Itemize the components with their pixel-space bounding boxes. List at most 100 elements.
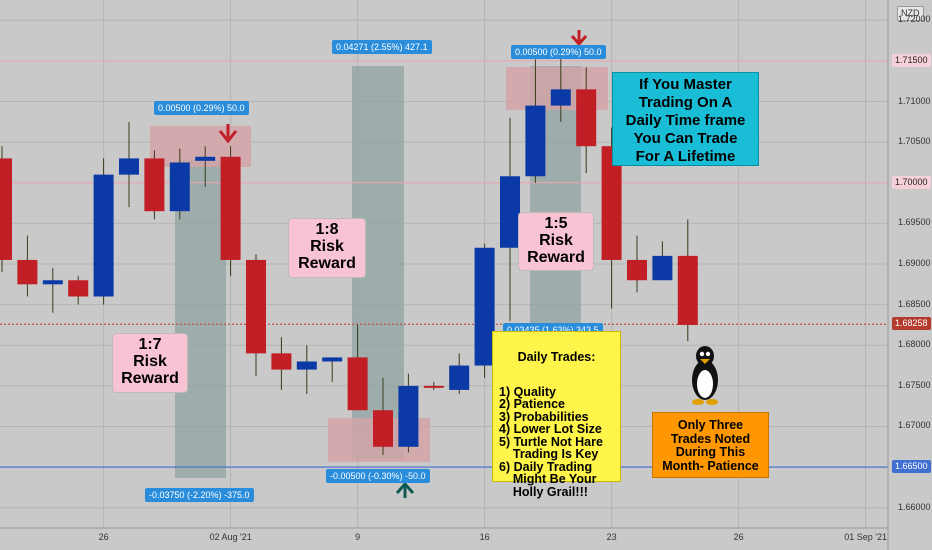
patience-note: Only Three Trades Noted During This Mont…: [652, 412, 769, 478]
candle-body: [93, 174, 114, 297]
y-tick-label: 1.71500: [892, 53, 931, 67]
penguin-icon: [692, 346, 718, 405]
candle: [474, 243, 495, 378]
daily-trades-item: 4) Lower Lot Size: [499, 422, 602, 436]
y-tick-label: 1.71000: [898, 95, 931, 106]
candle: [652, 241, 673, 281]
measure-label: 0.00500 (0.29%) 50.0: [511, 45, 606, 59]
candle-body: [322, 357, 343, 362]
candle: [220, 146, 241, 277]
daily-trades-title: Daily Trades:: [517, 349, 596, 364]
candle: [347, 324, 368, 411]
daily-trades-note: Daily Trades: 1) Quality 2) Patience 3) Pr…: [492, 331, 621, 498]
candle: [550, 56, 571, 122]
y-tick-label: 1.67500: [898, 379, 931, 390]
grid-layer: [0, 0, 888, 528]
candle-body: [449, 365, 470, 390]
measure-label: 0.04271 (2.55%) 427.1: [332, 40, 432, 54]
candle: [0, 146, 12, 273]
candle: [246, 254, 266, 377]
candle: [144, 150, 165, 220]
candle-body: [525, 105, 546, 177]
candle: [322, 357, 343, 382]
candle-body: [246, 259, 266, 354]
candle: [398, 373, 419, 453]
candle-body: [677, 255, 698, 325]
candle-body: [500, 176, 520, 248]
candle: [169, 148, 190, 220]
down-arrow-icon: [218, 124, 238, 144]
arrows: [218, 30, 588, 498]
candle: [195, 146, 216, 187]
candle-body: [195, 156, 216, 161]
y-tick-label: 1.66500: [892, 460, 931, 474]
up-arrow-icon: [395, 481, 415, 498]
candle: [500, 117, 520, 321]
candle-body: [627, 259, 647, 281]
candle: [296, 345, 317, 394]
candle-body: [652, 255, 673, 281]
y-tick-label: 1.66000: [898, 501, 931, 512]
candle: [68, 276, 89, 305]
x-tick-label: 26: [733, 532, 744, 542]
y-tick-label: 1.69500: [898, 217, 931, 228]
current-price-tag: 1.68258: [892, 317, 931, 331]
candle: [627, 235, 647, 293]
y-tick-label: 1.70500: [898, 136, 931, 147]
down-arrow-icon: [570, 30, 588, 47]
candle: [525, 59, 546, 183]
risk-reward-note-1-7: 1:7 Risk Reward: [112, 333, 188, 393]
daily-trades-item: 5) Turtle Not Hare Trading Is Key: [499, 434, 603, 461]
candle-body: [220, 156, 241, 260]
candle: [601, 127, 622, 309]
candle-body: [144, 158, 165, 212]
candle-body: [271, 353, 292, 370]
candle: [93, 158, 114, 305]
x-tick-label: 02 Aug '21: [209, 532, 252, 542]
long-zone-1: [175, 160, 226, 478]
y-tick-label: 1.70000: [892, 175, 931, 189]
candle: [373, 377, 393, 455]
x-tick-label: 23: [606, 532, 617, 542]
candle: [576, 67, 597, 174]
candle: [17, 235, 38, 297]
x-tick-label: 01 Sep '21: [844, 532, 887, 542]
currency-badge: NZD: [897, 6, 924, 21]
candle: [449, 353, 470, 394]
daily-trades-list: 1) Quality 2) Patience 3) Probabilities 4) …: [499, 384, 614, 499]
candle-body: [601, 146, 622, 260]
y-tick-label: 1.69000: [898, 258, 931, 268]
risk-reward-note-1-5: 1:5 Risk Reward: [518, 212, 594, 271]
candle-body: [550, 89, 571, 106]
daily-trades-item: 6) Daily Trading Might Be Your Holly Gra…: [499, 459, 597, 499]
candle-body: [42, 280, 63, 285]
daily-trades-item: 2) Patience: [499, 397, 566, 411]
candle-body: [423, 385, 444, 388]
candle-body: [296, 361, 317, 370]
daily-trades-item: 1) Quality: [499, 384, 556, 399]
candle: [119, 121, 139, 208]
y-tick-label: 1.68000: [898, 339, 931, 350]
candle-body: [347, 357, 368, 411]
candle-body: [17, 259, 38, 285]
candles: [0, 56, 698, 455]
candle-body: [576, 89, 597, 147]
y-tick-label: 1.68500: [898, 298, 931, 309]
candle: [42, 268, 63, 313]
candle-body: [169, 162, 190, 212]
daily-trades-item: 3) Probabilities: [499, 409, 589, 424]
candle-body: [373, 410, 393, 447]
y-tick-label: 1.72000: [898, 14, 931, 25]
x-tick-label: 9: [355, 532, 361, 542]
x-tick-label: 16: [479, 532, 490, 542]
candle-body: [68, 280, 89, 297]
candle-body: [398, 385, 419, 447]
measure-label: 0.00500 (0.29%) 50.0: [154, 101, 249, 115]
candle: [271, 337, 292, 390]
measure-label: -0.03750 (-2.20%) -375.0: [145, 488, 254, 502]
candle: [677, 219, 698, 342]
y-tick-label: 1.67000: [898, 420, 931, 431]
candle-body: [0, 158, 12, 260]
